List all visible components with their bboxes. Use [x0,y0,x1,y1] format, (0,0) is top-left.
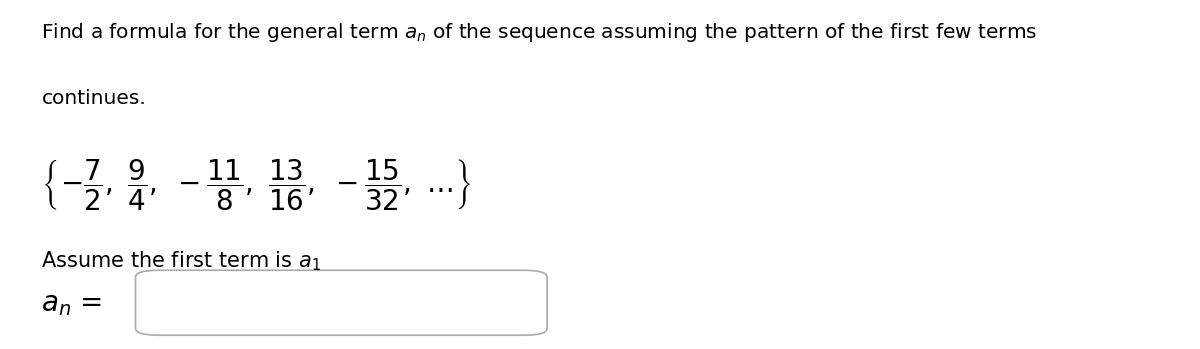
Text: $a_n$ =: $a_n$ = [42,290,103,319]
Text: Assume the first term is $a_1$: Assume the first term is $a_1$ [42,250,322,273]
Text: $\left\{-\dfrac{7}{2},\ \dfrac{9}{4},\ -\dfrac{11}{8},\ \dfrac{13}{16},\ -\dfrac: $\left\{-\dfrac{7}{2},\ \dfrac{9}{4},\ -… [42,157,472,213]
Text: continues.: continues. [42,89,146,108]
FancyBboxPatch shape [136,270,547,335]
Text: Find a formula for the general term $a_n$ of the sequence assuming the pattern o: Find a formula for the general term $a_n… [42,21,1038,44]
